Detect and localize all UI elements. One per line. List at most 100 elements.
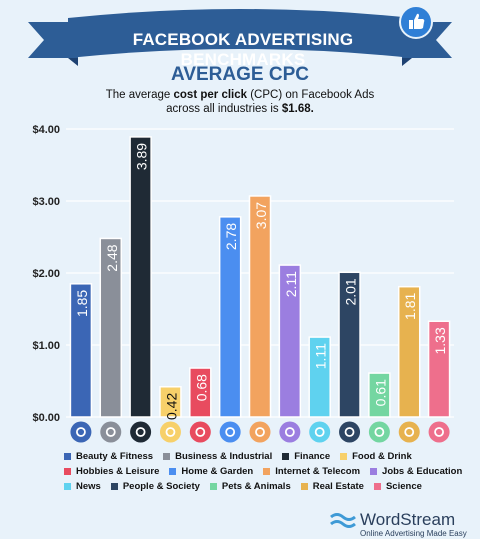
- bar-value-label: 1.81: [402, 292, 418, 319]
- paw-icon: [368, 421, 390, 443]
- legend: Beauty & Fitness Business & Industrial Fin…: [64, 449, 474, 494]
- y-tick-label: $3.00: [32, 196, 60, 208]
- legend-item: News: [64, 481, 101, 492]
- people-icon: [339, 421, 361, 443]
- brand-tagline: Online Advertising Made Easy: [360, 529, 467, 538]
- bar-value-label: 1.33: [432, 327, 448, 354]
- bar-value-label: 2.78: [223, 223, 239, 250]
- bar: [427, 320, 451, 418]
- bar-value-label: 3.89: [134, 143, 150, 170]
- bar-value-label: 2.01: [343, 278, 359, 305]
- legend-label: Finance: [294, 451, 331, 462]
- briefcase-icon: [279, 421, 301, 443]
- icon-glyph: [374, 427, 385, 437]
- bar: [189, 367, 212, 418]
- legend-swatch: [340, 453, 348, 460]
- icon-glyph: [225, 427, 236, 437]
- bar-value-label: 2.11: [283, 271, 299, 297]
- legend-swatch: [64, 468, 71, 475]
- legend-item: Jobs & Education: [370, 466, 462, 477]
- legend-row: Hobbies & Leisure Home & Garden Internet &…: [64, 464, 474, 479]
- icon-glyph: [284, 427, 295, 437]
- legend-item: Pets & Animals: [209, 481, 291, 492]
- bar-chart: $0.00 $1.00 $2.00 $3.00 $4.00 1.85 2.48 3.89 0.4…: [32, 124, 454, 443]
- legend-label: Food & Drink: [352, 451, 412, 462]
- legend-label: Real Estate: [312, 481, 364, 492]
- icon-glyph: [255, 427, 265, 437]
- chart-description: The average cost per click (CPC) on Face…: [105, 89, 375, 115]
- bottle-icon: [70, 421, 92, 443]
- y-tick-label: $0.00: [32, 412, 60, 424]
- flower-icon: [219, 421, 241, 443]
- y-tick-label: $1.00: [32, 340, 60, 352]
- icon-glyph: [165, 427, 176, 437]
- bar-value-label: 0.68: [193, 374, 209, 401]
- bar-value-label: 0.61: [372, 379, 388, 406]
- newspaper-icon: [309, 421, 331, 443]
- y-tick-label: $4.00: [32, 124, 60, 136]
- legend-label: Business & Industrial: [175, 451, 273, 462]
- legend-swatch: [370, 468, 378, 475]
- bar-value-label: 1.85: [74, 290, 90, 317]
- brand-name: WordStream: [360, 510, 456, 529]
- bar-value-label: 3.07: [253, 202, 269, 229]
- y-tick-label: $2.00: [32, 268, 60, 280]
- legend-swatch: [64, 483, 71, 490]
- bar: [129, 136, 152, 418]
- bar-value-label: 1.11: [313, 343, 329, 369]
- legend-swatch: [373, 483, 381, 490]
- legend-item: Business & Industrial: [163, 451, 272, 462]
- icon-glyph: [344, 427, 355, 437]
- legend-item: Beauty & Fitness: [64, 451, 153, 462]
- legend-swatch: [263, 468, 271, 475]
- legend-swatch: [64, 453, 71, 460]
- bar: [218, 216, 242, 418]
- bar: [99, 237, 123, 418]
- legend-label: News: [76, 481, 101, 492]
- legend-swatch: [169, 468, 177, 475]
- legend-item: Real Estate: [300, 481, 364, 492]
- bar: [338, 271, 361, 418]
- legend-label: Science: [385, 481, 422, 492]
- bar: [397, 285, 421, 418]
- thumbs-up-icon: [399, 5, 433, 39]
- bar: [308, 336, 331, 418]
- legend-row: Beauty & Fitness Business & Industrial Fin…: [64, 449, 474, 464]
- house-icon: [398, 421, 420, 443]
- legend-label: Pets & Animals: [221, 481, 291, 492]
- legend-item: Food & Drink: [340, 451, 412, 462]
- icon-glyph: [404, 427, 415, 437]
- legend-item: Internet & Telecom: [263, 466, 360, 477]
- legend-item: Science: [373, 481, 422, 492]
- icon-glyph: [135, 427, 146, 437]
- legend-item: People & Society: [110, 481, 200, 492]
- icon-glyph: [76, 427, 86, 437]
- legend-label: Beauty & Fitness: [76, 451, 154, 462]
- legend-swatch: [300, 483, 308, 490]
- bar-value-label: 0.42: [163, 393, 179, 420]
- bar: [159, 386, 182, 418]
- legend-label: Home & Garden: [181, 466, 254, 477]
- coin-icon: [130, 421, 152, 443]
- legend-swatch: [110, 483, 118, 490]
- legend-label: Internet & Telecom: [275, 466, 361, 477]
- wave-logo-icon: [330, 513, 356, 528]
- legend-swatch: [282, 453, 290, 460]
- legend-item: Home & Garden: [169, 466, 253, 477]
- bar: [248, 195, 272, 418]
- puzzle-icon: [189, 421, 211, 443]
- legend-row: News People & Society Pets & Animals Real E…: [64, 479, 474, 494]
- icon-glyph: [105, 427, 116, 437]
- fork-knife-icon: [159, 421, 181, 443]
- legend-label: Hobbies & Leisure: [76, 466, 160, 477]
- legend-label: Jobs & Education: [382, 466, 463, 477]
- bar: [69, 283, 93, 418]
- legend-item: Hobbies & Leisure: [64, 466, 159, 477]
- flask-icon: [428, 421, 450, 443]
- icon-glyph: [434, 427, 444, 437]
- icon-glyph: [314, 427, 325, 437]
- legend-swatch: [209, 483, 217, 490]
- bar: [368, 372, 391, 418]
- chart-title: AVERAGE CPC: [171, 64, 309, 85]
- legend-swatch: [163, 453, 171, 460]
